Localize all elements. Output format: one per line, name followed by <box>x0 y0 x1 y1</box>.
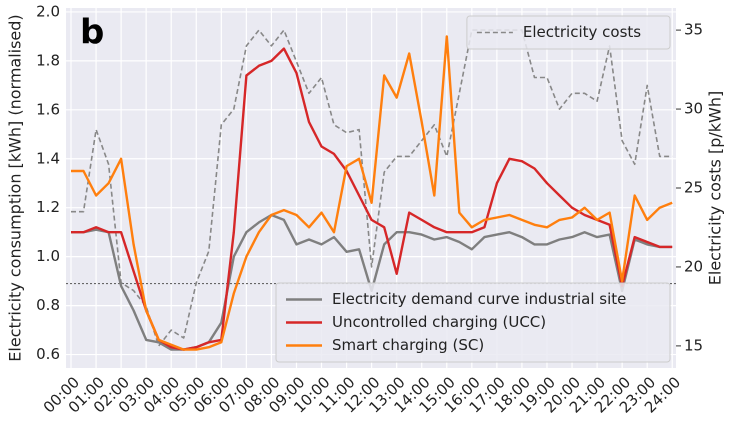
legend-box <box>275 282 671 363</box>
series-line <box>71 35 673 351</box>
y2-tick-label: 30 <box>684 100 703 118</box>
y2-tick-label: 25 <box>684 179 703 197</box>
y-tick-label: 1.0 <box>36 247 60 265</box>
legend-box <box>466 15 671 50</box>
foreground: 00:0001:0002:0003:0004:0005:0006:0007:00… <box>36 2 703 416</box>
legend-label: Smart charging (SC) <box>332 336 484 354</box>
y-axis-label: Electricity consumption [kWh] (normalise… <box>6 14 25 361</box>
y-tick-label: 0.6 <box>36 345 60 363</box>
panel-label: b <box>80 13 104 53</box>
y-tick-label: 1.2 <box>36 198 60 216</box>
y-tick-label: 2.0 <box>36 2 60 20</box>
legend-label: Uncontrolled charging (UCC) <box>332 313 546 331</box>
y2-tick-label: 35 <box>684 21 703 39</box>
y-tick-label: 1.4 <box>36 149 60 167</box>
y2-axis-label: Electricity costs [p/kWh] <box>706 91 725 285</box>
series-line <box>71 47 673 351</box>
y-tick-label: 1.6 <box>36 100 60 118</box>
y2-tick-label: 15 <box>684 336 703 354</box>
legend-label: Electricity demand curve industrial site <box>332 290 626 308</box>
legend-label: Electricity costs <box>523 23 641 41</box>
y-tick-label: 1.8 <box>36 51 60 69</box>
y-tick-label: 0.8 <box>36 296 60 314</box>
series-line <box>71 29 673 347</box>
y2-tick-label: 20 <box>684 257 703 275</box>
